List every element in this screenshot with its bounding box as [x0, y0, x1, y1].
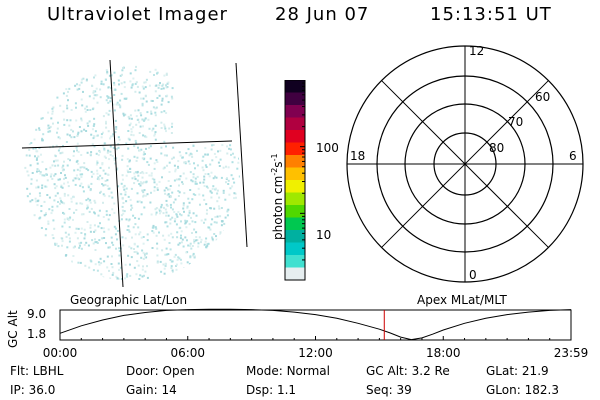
colorbar-swatch	[285, 142, 305, 156]
mlat-label: 70	[508, 115, 523, 129]
y-tick-max: 9.0	[27, 307, 47, 321]
colorbar-swatch	[285, 192, 305, 206]
colorbar-swatch	[285, 130, 305, 144]
colorbar-swatch	[285, 217, 305, 231]
info-dsp: Dsp: 1.1	[246, 383, 297, 397]
colorbar-swatch	[285, 80, 305, 94]
colorbar-swatch	[285, 92, 305, 106]
unit-main: photon cm	[271, 175, 285, 240]
altitude-curve	[59, 308, 572, 341]
info-seq: Seq: 39	[366, 383, 412, 397]
colorbar-swatch	[285, 255, 305, 269]
date-label: 28 Jun 07	[275, 4, 370, 25]
longitude-line	[109, 59, 124, 288]
longitude-line	[235, 62, 248, 248]
colorbar-swatch	[285, 117, 305, 131]
y-tick-min: 1.8	[27, 327, 47, 341]
colorbar-swatch	[285, 230, 305, 244]
colorbar	[284, 80, 306, 281]
info-ip: IP: 36.0	[10, 383, 56, 397]
mlt-label: 6	[569, 149, 577, 163]
colorbar-unit-label: photon cm-2s-1	[270, 153, 285, 240]
unit-exp1: -2	[270, 167, 279, 176]
colorbar-tick-label: 10	[316, 228, 332, 242]
x-tick-label: 06:00	[170, 346, 205, 360]
mlt-diagonal	[381, 80, 549, 248]
unit-exp2: -1	[270, 153, 279, 162]
x-tick-label: 18:00	[426, 346, 461, 360]
info-gain: Gain: 14	[126, 383, 177, 397]
colorbar-swatch	[285, 167, 305, 181]
info-gc-alt: GC Alt: 3.2 Re	[366, 364, 450, 378]
altitude-timeline-chart: 00:00 06:00 12:00 18:00 23:59	[43, 308, 589, 360]
latitude-line	[21, 140, 233, 149]
info-flt: Flt: LBHL	[10, 364, 64, 378]
colorbar-swatch	[285, 242, 305, 256]
x-tick-label: 12:00	[298, 346, 333, 360]
geographic-image-panel	[21, 59, 248, 288]
unit-s: s	[271, 161, 285, 168]
x-tick-label: 23:59	[554, 346, 589, 360]
colorbar-tick-label: 100	[316, 141, 339, 155]
mlt-label: 0	[469, 268, 477, 282]
apex-label: Apex MLat/MLT	[417, 293, 507, 307]
mlt-label: 12	[469, 44, 484, 58]
colorbar-swatch	[285, 105, 305, 119]
info-door: Door: Open	[126, 364, 195, 378]
colorbar-swatch	[285, 180, 305, 194]
instrument-title: Ultraviolet Imager	[47, 4, 228, 25]
mlt-label: 18	[350, 149, 365, 163]
info-mode: Mode: Normal	[246, 364, 330, 378]
info-glat: GLat: 21.9	[486, 364, 549, 378]
x-tick-label: 00:00	[43, 346, 78, 360]
geographic-label: Geographic Lat/Lon	[70, 293, 188, 307]
colorbar-swatch	[285, 155, 305, 169]
time-label: 15:13:51 UT	[430, 4, 552, 25]
uv-emission-speckle	[24, 65, 240, 281]
colorbar-swatch	[285, 205, 305, 219]
mlat-label: 60	[535, 90, 550, 104]
colorbar-swatch	[285, 267, 305, 281]
info-glon: GLon: 182.3	[486, 383, 559, 397]
mlat-label: 80	[489, 141, 504, 155]
